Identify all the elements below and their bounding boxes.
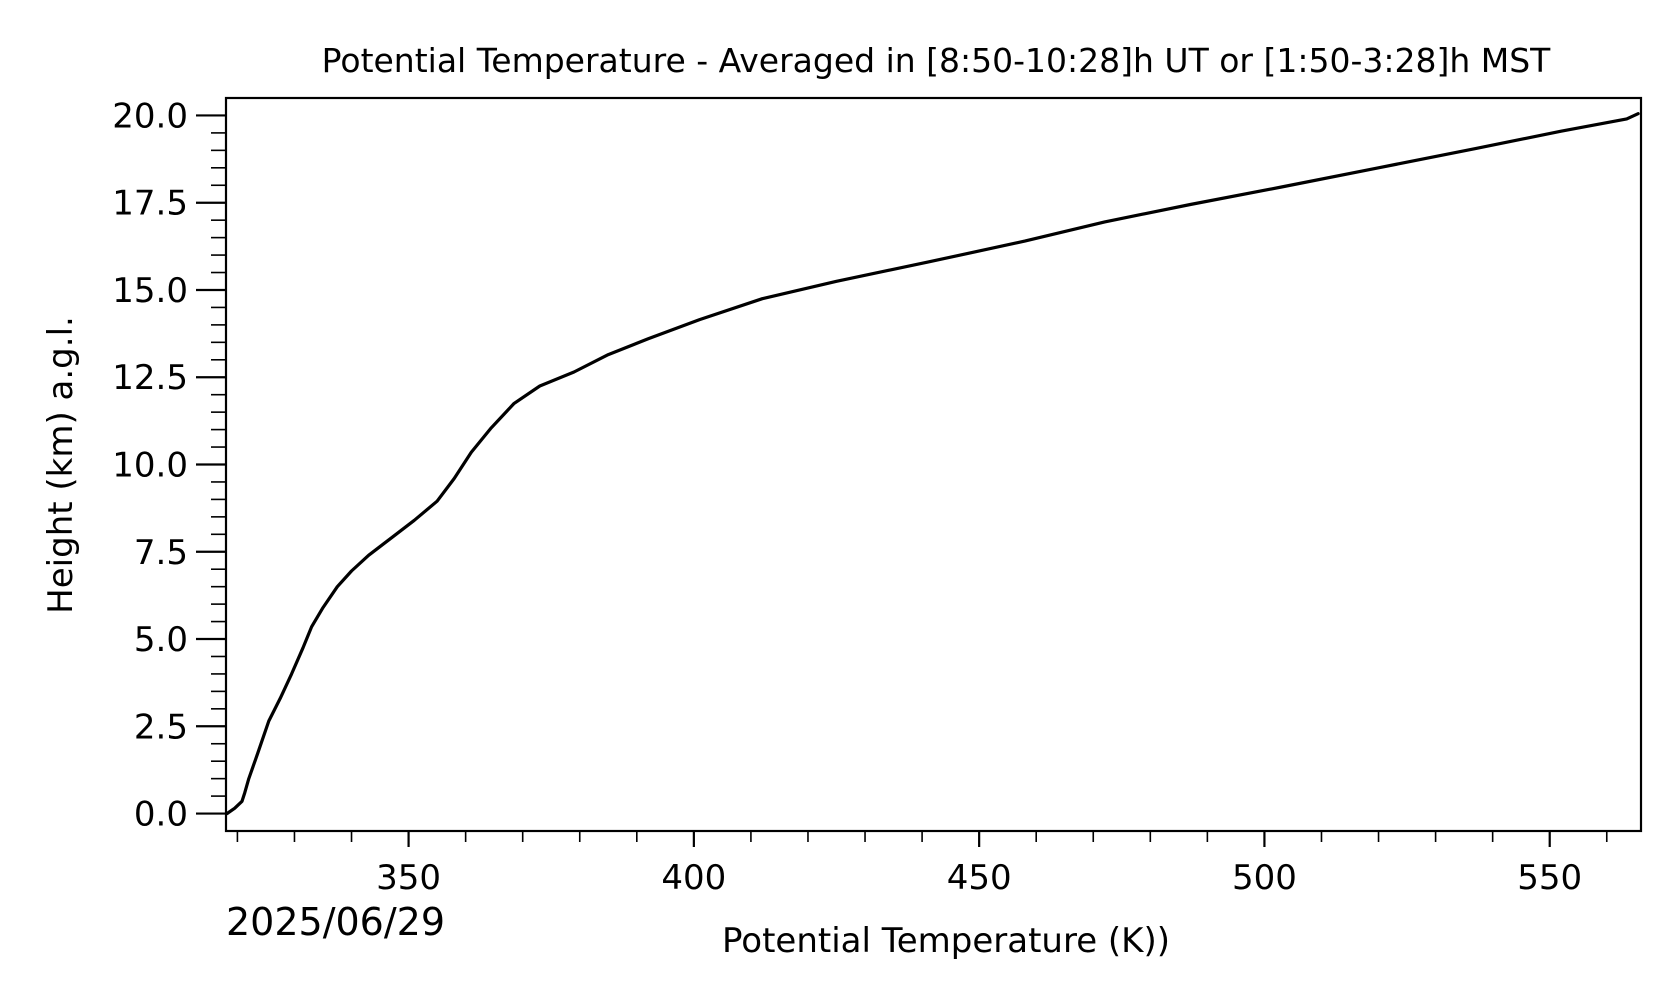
- y-tick-label: 10.0: [112, 446, 188, 486]
- y-tick-label: 17.5: [112, 184, 188, 224]
- chart-title: Potential Temperature - Averaged in [8:5…: [322, 41, 1552, 80]
- ticks-layer: 350 400 450 500 550 0.0 2.5 5.0 7.5 10.0 12.5 15.0 1…: [112, 96, 1608, 898]
- x-tick-label: 400: [661, 858, 726, 898]
- y-tick-label: 20.0: [112, 96, 188, 136]
- x-tick-label: 500: [1232, 858, 1297, 898]
- y-tick-label: 5.0: [134, 620, 188, 660]
- series-line: [225, 112, 1640, 816]
- y-tick-label: 7.5: [134, 533, 188, 573]
- plot-frame: [224, 96, 1643, 833]
- x-tick-label: 350: [376, 858, 441, 898]
- y-tick-label: 12.5: [112, 358, 188, 398]
- x-tick-label: 550: [1517, 858, 1582, 898]
- y-tick-label: 0.0: [134, 795, 188, 835]
- series-layer: [225, 112, 1640, 816]
- y-tick-label: 2.5: [134, 707, 188, 747]
- y-tick-label: 15.0: [112, 271, 188, 311]
- date-label: 2025/06/29: [226, 900, 445, 944]
- y-axis-label: Height (km) a.g.l.: [41, 316, 81, 614]
- x-tick-label: 450: [947, 858, 1012, 898]
- x-axis-label: Potential Temperature (K)): [722, 921, 1170, 961]
